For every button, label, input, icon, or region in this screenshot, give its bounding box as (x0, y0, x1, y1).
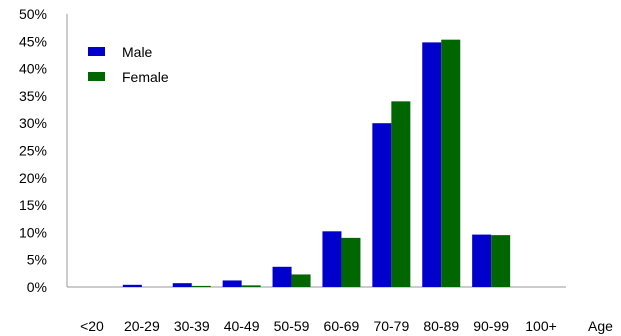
x-tick-label: 70-79 (373, 318, 409, 334)
bar-female-90-99 (491, 235, 511, 287)
x-tick-label: 40-49 (224, 318, 260, 334)
bar-female-30-39 (191, 285, 211, 287)
legend-swatch-female (88, 72, 105, 81)
x-tick-label: 20-29 (124, 318, 160, 334)
x-axis-tick-labels: <20 20-29 30-39 40-49 50-59 60-69 70-79 80-89 90… (80, 318, 557, 334)
bar-male-90-99 (472, 234, 492, 287)
y-tick-label: 50% (19, 6, 47, 22)
bar-female-50-59 (291, 274, 311, 287)
legend-label-male: Male (122, 44, 153, 60)
bar-male-30-39 (172, 283, 192, 287)
bar-female-40-49 (241, 285, 261, 287)
bar-female-70-79 (391, 101, 411, 287)
y-tick-label: 45% (19, 33, 47, 49)
y-tick-label: 20% (19, 170, 47, 186)
bar-female-80-89 (441, 39, 461, 287)
x-tick-label: 60-69 (324, 318, 360, 334)
bar-male-40-49 (222, 280, 242, 287)
x-tick-label: 80-89 (423, 318, 459, 334)
y-tick-label: 25% (19, 143, 47, 159)
y-axis-ticks: 0% 5% 10% 15% 20% 25% 30% 35% 40% 45% 50% (19, 6, 47, 295)
bar-male-50-59 (272, 266, 292, 287)
y-tick-label: 35% (19, 88, 47, 104)
x-axis-title: Age (588, 318, 613, 334)
bar-male-20-29 (122, 284, 142, 287)
bar-female-60-69 (341, 237, 361, 287)
bar-male-60-69 (322, 231, 342, 287)
x-tick-label: <20 (80, 318, 104, 334)
x-tick-label: 100+ (525, 318, 557, 334)
bar-male-80-89 (422, 42, 442, 287)
legend-label-female: Female (122, 69, 169, 85)
y-tick-label: 40% (19, 61, 47, 77)
x-tick-label: 50-59 (274, 318, 310, 334)
bar-male-70-79 (372, 123, 392, 287)
legend: Male Female (88, 44, 169, 85)
x-tick-label: 30-39 (174, 318, 210, 334)
y-tick-label: 30% (19, 115, 47, 131)
bars (122, 39, 511, 287)
legend-swatch-male (88, 47, 105, 56)
y-tick-label: 15% (19, 197, 47, 213)
y-tick-label: 5% (27, 252, 47, 268)
y-tick-label: 10% (19, 224, 47, 240)
x-tick-label: 90-99 (473, 318, 509, 334)
y-tick-label: 0% (27, 279, 47, 295)
